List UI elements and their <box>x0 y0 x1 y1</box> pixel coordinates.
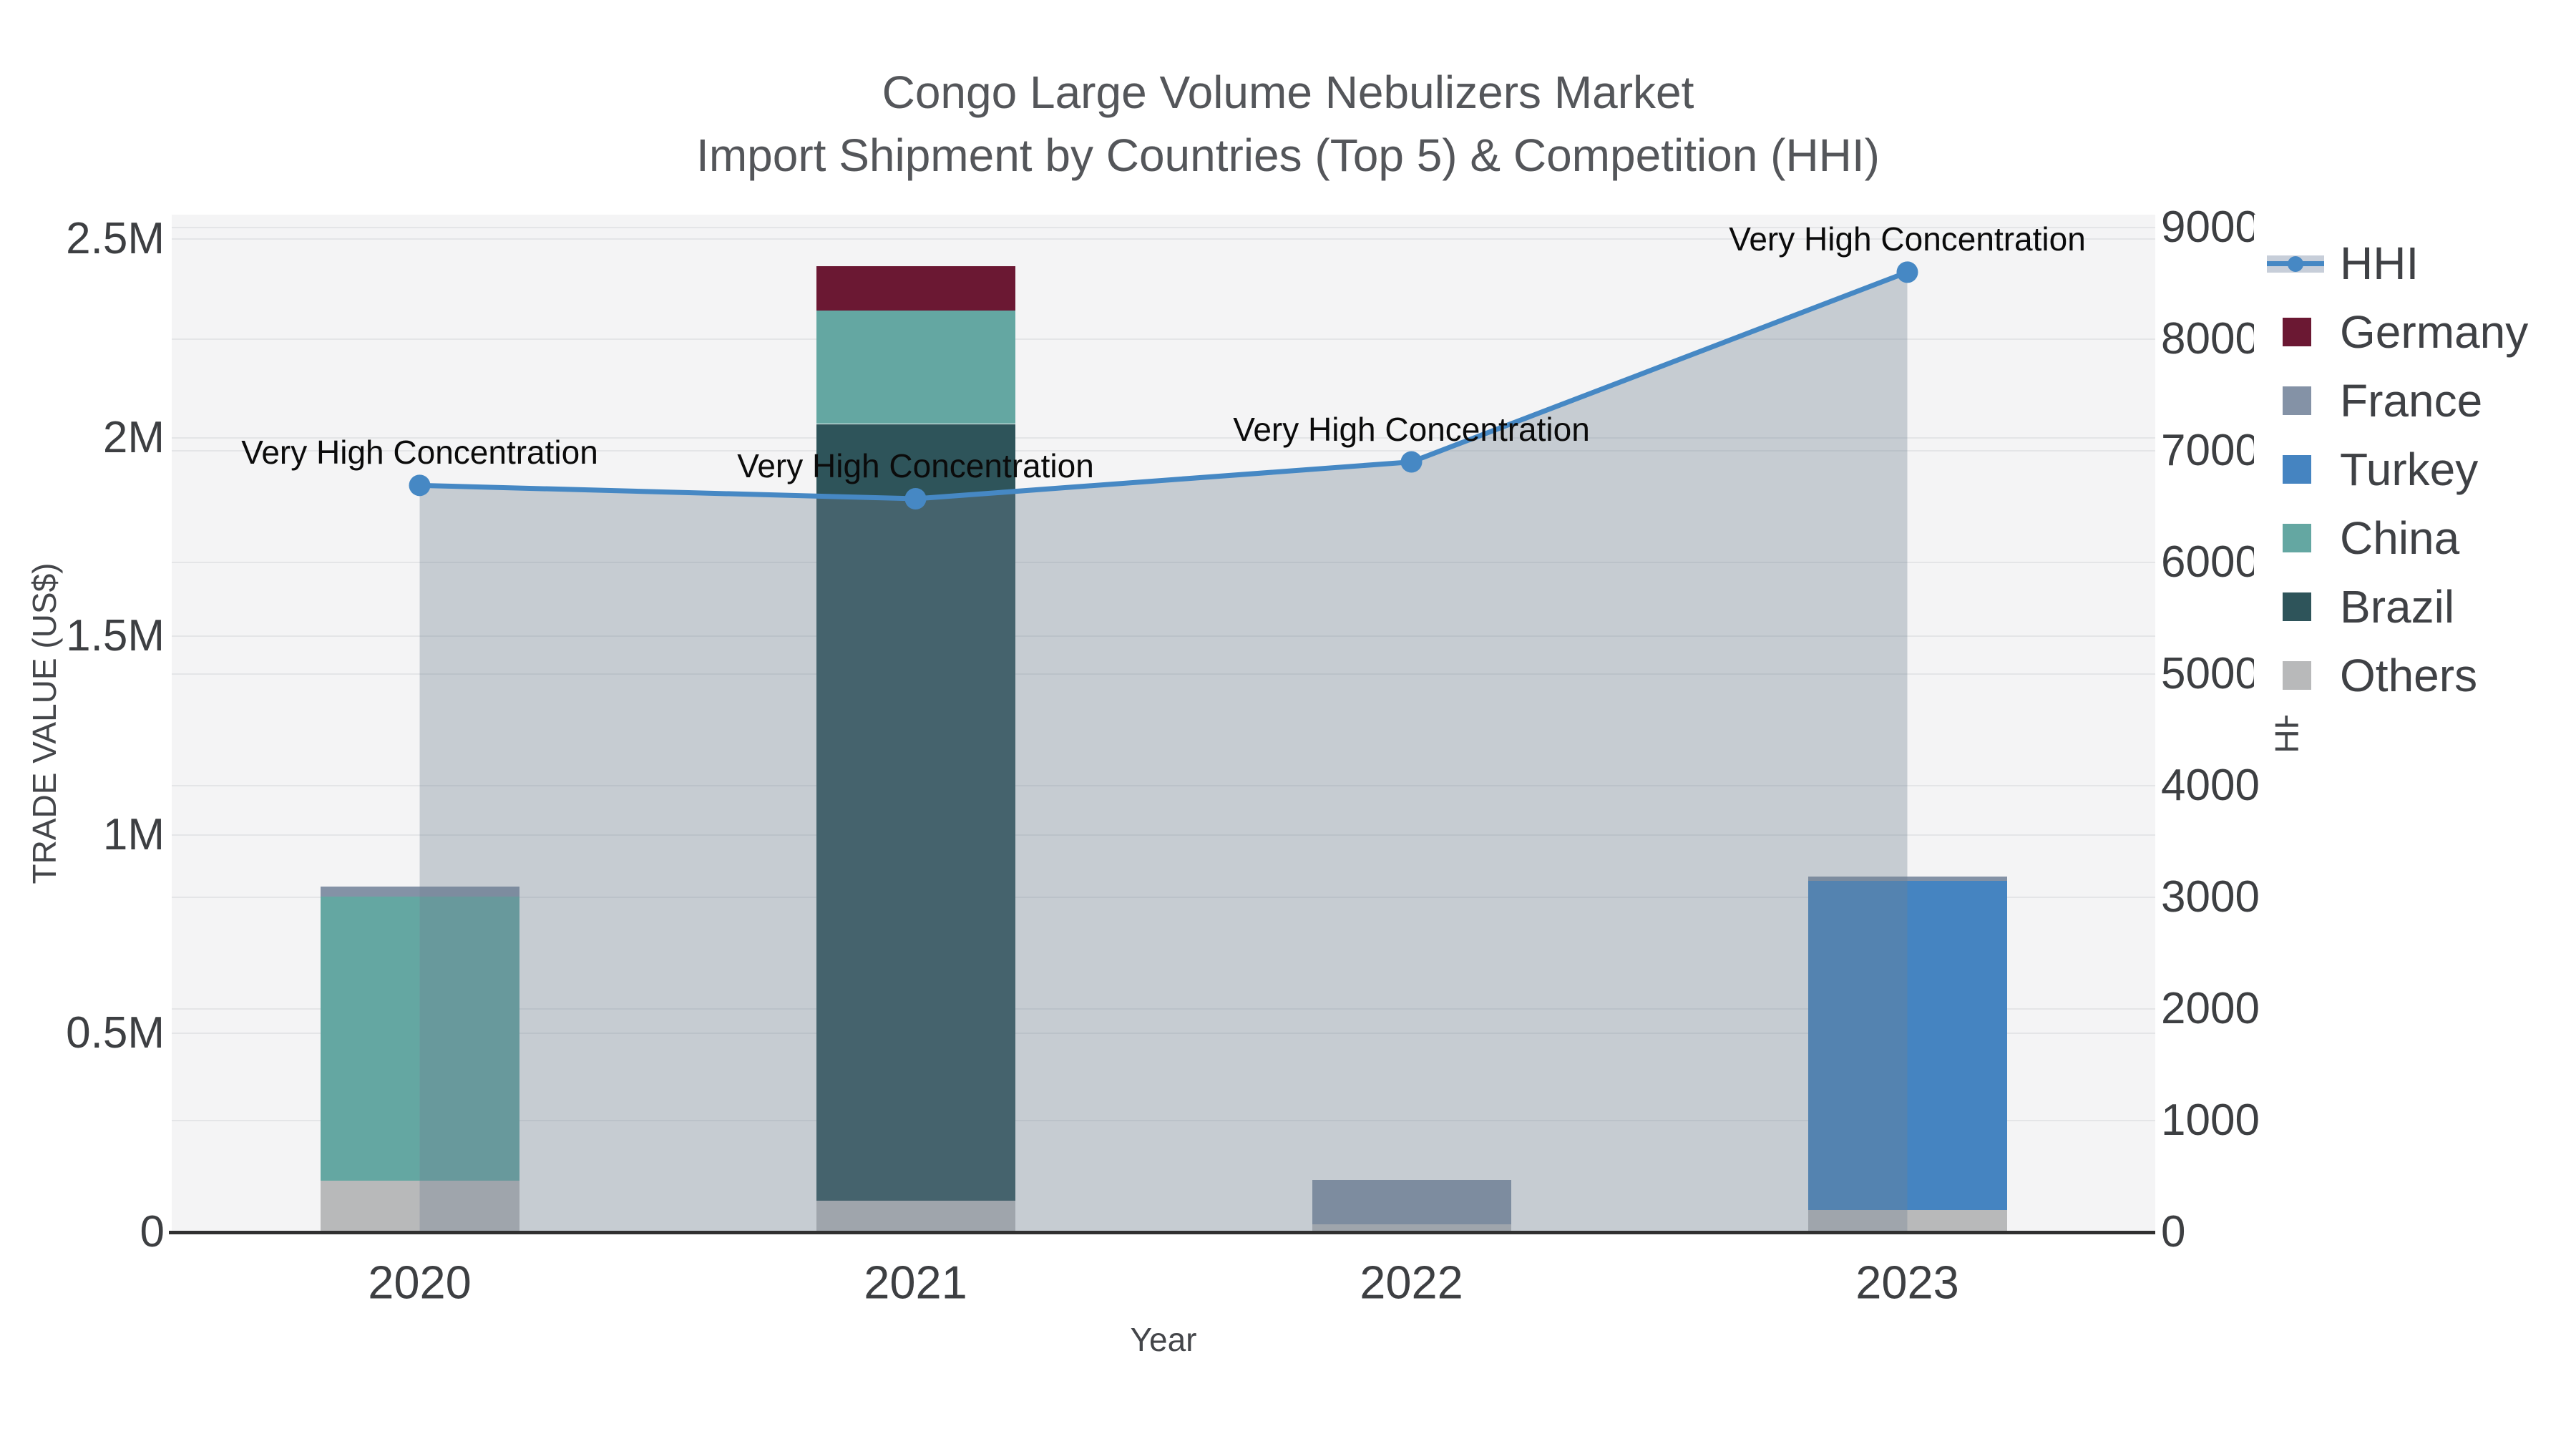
legend-label-others: Others <box>2340 650 2478 701</box>
bar-2021-germany <box>816 266 1015 311</box>
legend-item-hhi[interactable]: HHI <box>2254 229 2576 298</box>
gridline-left-axis <box>172 436 2155 439</box>
x-axis-title: Year <box>1130 1321 1197 1358</box>
legend-label-hhi: HHI <box>2340 238 2419 289</box>
legend-item-turkey[interactable]: Turkey <box>2254 435 2576 504</box>
hhi-marker-2020 <box>409 474 431 497</box>
x-tick-2021: 2021 <box>864 1256 967 1309</box>
bar-2020-france <box>320 887 519 897</box>
bar-2021-others <box>816 1200 1015 1232</box>
legend-label-france: France <box>2340 375 2483 426</box>
gridline-right-axis <box>172 784 2155 786</box>
legend-label-turkey: Turkey <box>2340 444 2479 495</box>
hhi-marker-2023 <box>1896 261 1918 283</box>
hhi-area-fill <box>419 272 1908 1232</box>
y-left-tick-1.5M: 1.5M <box>66 611 165 661</box>
gridline-right-axis <box>172 673 2155 675</box>
annotation-2023: Very High Concentration <box>1729 220 2086 258</box>
y-right-tick-9000: 9000 <box>2161 202 2260 252</box>
annotation-2020: Very High Concentration <box>241 434 598 472</box>
x-tick-2022: 2022 <box>1360 1256 1463 1309</box>
y-left-tick-0.5M: 0.5M <box>66 1008 165 1058</box>
hhi-marker-2022 <box>1400 451 1423 473</box>
y-right-tick-5000: 5000 <box>2161 648 2260 698</box>
x-axis-line <box>169 1231 2155 1234</box>
x-tick-2020: 2020 <box>368 1256 472 1309</box>
y-right-tick-6000: 6000 <box>2161 537 2260 587</box>
annotation-2021: Very High Concentration <box>737 447 1094 485</box>
y-right-tick-3000: 3000 <box>2161 872 2260 922</box>
chart-subtitle: Import Shipment by Countries (Top 5) & C… <box>696 130 1880 181</box>
y-right-tick-8000: 8000 <box>2161 313 2260 364</box>
y-left-tick-0: 0 <box>140 1207 165 1257</box>
bar-2022-france <box>1312 1179 1511 1224</box>
legend: HHI Germany France Turkey China Brazil Others <box>2254 215 2576 716</box>
chart-title: Congo Large Volume Nebulizers Market <box>882 67 1694 118</box>
bar-2020-china <box>320 896 519 1181</box>
annotation-2022: Very High Concentration <box>1233 410 1590 448</box>
gridline-right-axis <box>172 561 2155 563</box>
gridline-right-axis <box>172 338 2155 340</box>
bar-2022-others <box>1312 1224 1511 1232</box>
y-right-tick-7000: 7000 <box>2161 425 2260 475</box>
gridline-right-axis <box>172 226 2155 228</box>
hhi-line <box>419 270 1908 502</box>
bar-2021-brazil <box>816 424 1015 1201</box>
legend-label-china: China <box>2340 512 2460 564</box>
legend-item-france[interactable]: France <box>2254 366 2576 435</box>
bar-2023-turkey <box>1807 880 2007 1211</box>
legend-swatch-others <box>2283 661 2311 690</box>
bar-2023-france <box>1807 877 2007 881</box>
x-tick-2023: 2023 <box>1855 1256 1959 1309</box>
legend-swatch-france <box>2283 386 2311 415</box>
y-right-tick-2000: 2000 <box>2161 983 2260 1033</box>
legend-swatch-germany <box>2283 318 2311 346</box>
bar-2023-others <box>1807 1210 2007 1232</box>
legend-item-china[interactable]: China <box>2254 504 2576 572</box>
y-right-tick-4000: 4000 <box>2161 760 2260 810</box>
legend-swatch-brazil <box>2283 592 2311 621</box>
gridline-left-axis <box>172 238 2155 240</box>
y-right-tick-0: 0 <box>2161 1207 2186 1257</box>
gridline-right-axis <box>172 449 2155 452</box>
legend-item-brazil[interactable]: Brazil <box>2254 572 2576 641</box>
y-axis-left-title: TRADE VALUE (US$) <box>26 562 63 884</box>
legend-item-others[interactable]: Others <box>2254 641 2576 710</box>
bar-2021-china <box>816 311 1015 424</box>
hhi-line-chart <box>409 261 1918 1232</box>
y-left-tick-1M: 1M <box>102 809 165 859</box>
gridline-right-axis <box>172 896 2155 898</box>
gridline-left-axis <box>172 1033 2155 1035</box>
gridline-right-axis <box>172 1119 2155 1121</box>
gridline-left-axis <box>172 834 2155 836</box>
legend-label-brazil: Brazil <box>2340 581 2455 633</box>
y-right-tick-1000: 1000 <box>2161 1095 2260 1145</box>
legend-item-germany[interactable]: Germany <box>2254 298 2576 366</box>
y-left-tick-2M: 2M <box>102 412 165 462</box>
bar-2020-others <box>320 1180 519 1232</box>
legend-swatch-turkey <box>2283 455 2311 484</box>
hhi-marker-2021 <box>904 488 927 510</box>
hhi-marker-swatch <box>2288 256 2303 272</box>
legend-hhi-line-swatch <box>2267 249 2324 278</box>
y-left-tick-2.5M: 2.5M <box>66 214 165 264</box>
gridline-right-axis <box>172 1008 2155 1010</box>
legend-swatch-china <box>2283 524 2311 552</box>
gridline-left-axis <box>172 635 2155 638</box>
legend-label-germany: Germany <box>2340 306 2529 358</box>
